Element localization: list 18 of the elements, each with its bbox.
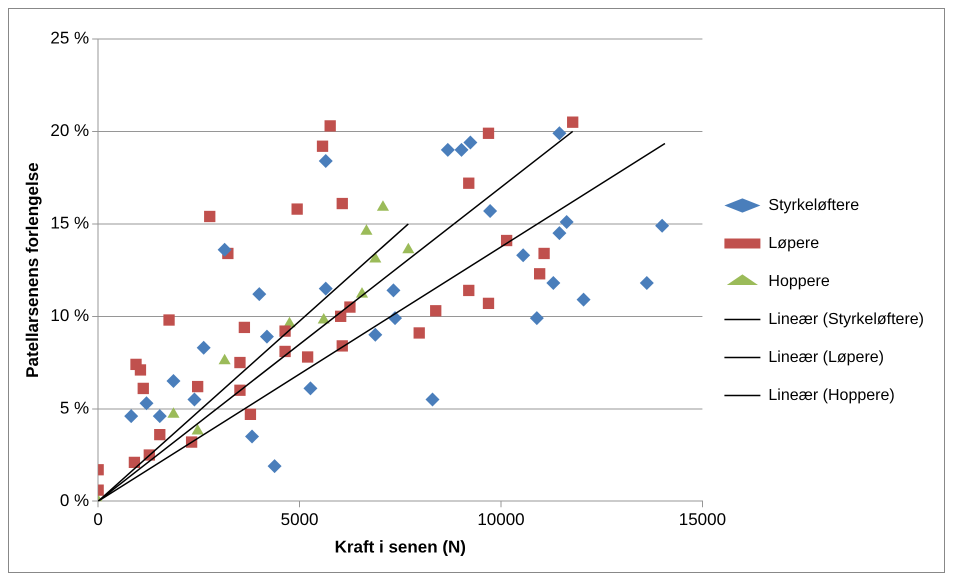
legend-label: Styrkeløftere: [768, 196, 860, 214]
y-tick-label: 15 %: [50, 214, 90, 233]
legend-label: Løpere: [768, 234, 820, 252]
legend-label: Lineær (Styrkeløftere): [768, 310, 924, 328]
y-axis-title: Patellarsenens forlengelse: [22, 162, 42, 378]
x-axis-title: Kraft i senen (N): [334, 537, 466, 556]
y-tick-label: 0 %: [60, 490, 90, 510]
x-tick-label: 5000: [280, 510, 318, 530]
y-tick-label: 25 %: [50, 28, 90, 48]
y-tick-label: 20 %: [50, 121, 90, 140]
legend-label: Hoppere: [768, 272, 830, 290]
y-tick-label: 10 %: [50, 306, 90, 326]
x-tick-label: 0: [93, 510, 103, 530]
x-tick-label: 15000: [678, 510, 726, 530]
legend-label: Lineær (Løpere): [768, 348, 884, 366]
x-tick-label: 10000: [477, 510, 525, 530]
legend-label: Lineær (Hoppere): [768, 386, 895, 404]
y-tick-label: 5 %: [60, 398, 90, 418]
